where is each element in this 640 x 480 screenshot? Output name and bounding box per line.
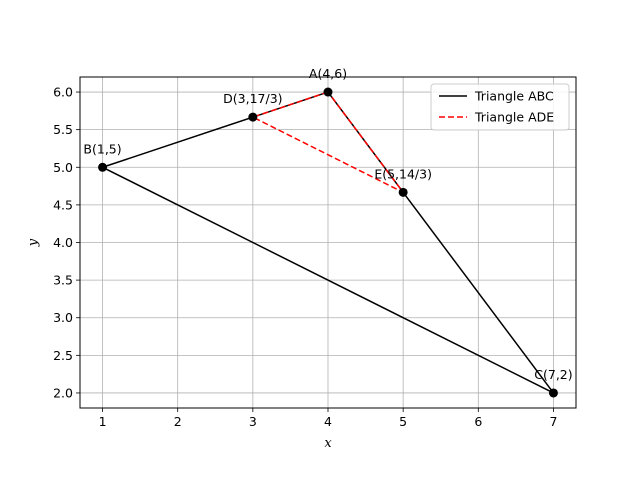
y-tick-label: 2.5 <box>53 348 73 363</box>
point-marker <box>323 87 333 97</box>
x-tick-label: 6 <box>474 414 482 429</box>
x-tick-label: 2 <box>174 414 182 429</box>
x-tick-label: 5 <box>399 414 407 429</box>
grid <box>80 77 576 408</box>
series-group <box>101 91 555 394</box>
x-tick-label: 3 <box>249 414 257 429</box>
x-tick-label: 1 <box>99 414 107 429</box>
y-tick-label: 5.0 <box>53 160 73 175</box>
y-tick-label: 5.5 <box>53 122 73 137</box>
series-line-2 <box>252 91 404 194</box>
legend-label: Triangle ABC <box>474 89 554 104</box>
points-group: A(4,6) B(1,5) C(7,2) D(3,17/3) E(5,14/3) <box>83 66 573 398</box>
point-label: C(7,2) <box>534 367 572 382</box>
x-tick-label: 7 <box>549 414 557 429</box>
point-marker <box>548 388 558 398</box>
series-line-1 <box>101 91 555 394</box>
y-axis-label: y <box>26 238 41 247</box>
y-tick-label: 3.5 <box>53 273 73 288</box>
ticks-group: 1 2 3 4 5 6 7 2.0 2.5 3.0 3.5 4.0 4.5 5.0 5.5 6.0 <box>53 85 557 429</box>
point-marker <box>398 187 408 197</box>
x-axis-label: x <box>324 436 332 451</box>
point-marker <box>98 162 108 172</box>
legend: Triangle ABC Triangle ADE <box>430 83 570 131</box>
y-tick-label: 6.0 <box>53 85 73 100</box>
point-label: A(4,6) <box>309 66 347 81</box>
point-label: B(1,5) <box>83 141 121 156</box>
x-tick-label: 4 <box>324 414 332 429</box>
y-tick-label: 4.0 <box>53 235 73 250</box>
y-tick-label: 3.0 <box>53 310 73 325</box>
legend-label: Triangle ADE <box>474 110 554 125</box>
y-tick-label: 2.0 <box>53 385 73 400</box>
point-marker <box>248 112 258 122</box>
point-label: D(3,17/3) <box>223 91 282 106</box>
point-label: E(5,14/3) <box>374 166 432 181</box>
y-tick-label: 4.5 <box>53 197 73 212</box>
